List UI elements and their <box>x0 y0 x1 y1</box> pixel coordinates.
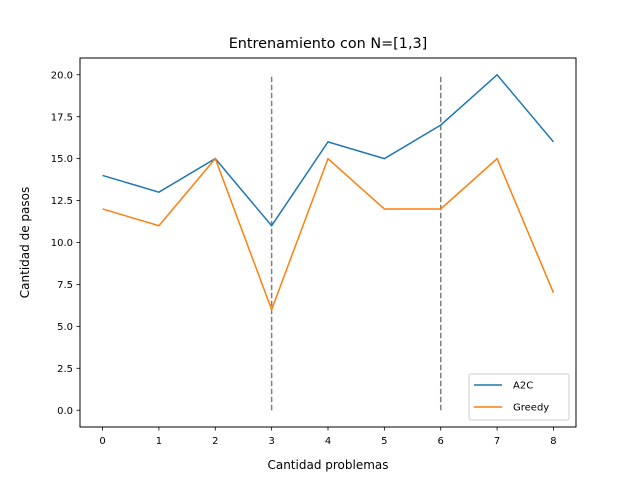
legend-label-a2c: A2C <box>513 381 533 392</box>
x-tick-label: 6 <box>438 436 444 447</box>
x-tick-label: 5 <box>381 436 387 447</box>
y-axis-ticks: 0.0 2.5 5.0 7.5 10.0 12.5 15.0 17.5 20.0 <box>51 70 80 417</box>
x-tick-label: 4 <box>325 436 331 447</box>
y-tick-label: 0.0 <box>57 406 73 417</box>
x-axis-label: Cantidad problemas <box>267 458 388 472</box>
series-line-greedy <box>102 157 555 312</box>
x-tick-label: 8 <box>550 436 556 447</box>
y-axis-label: Cantidad de pasos <box>18 187 32 298</box>
y-tick-label: 5.0 <box>57 322 73 333</box>
series-line-a2c <box>102 73 555 227</box>
x-tick-label: 1 <box>156 436 162 447</box>
y-tick-label: 17.5 <box>51 112 73 123</box>
y-tick-label: 10.0 <box>51 238 73 249</box>
x-tick-label: 3 <box>268 436 274 447</box>
x-tick-label: 7 <box>494 436 500 447</box>
legend-label-greedy: Greedy <box>513 403 549 414</box>
x-tick-label: 0 <box>99 436 105 447</box>
x-axis-ticks: 0 1 2 3 4 5 6 7 8 <box>99 427 557 447</box>
y-tick-label: 15.0 <box>51 154 73 165</box>
series-layer <box>102 73 555 312</box>
x-tick-label: 2 <box>212 436 218 447</box>
y-tick-label: 2.5 <box>57 364 73 375</box>
y-tick-label: 12.5 <box>51 196 73 207</box>
y-tick-label: 20.0 <box>51 70 73 81</box>
chart-title: Entrenamiento con N=[1,3] <box>229 36 428 52</box>
y-tick-label: 7.5 <box>57 280 73 291</box>
legend: A2C Greedy <box>468 373 570 421</box>
